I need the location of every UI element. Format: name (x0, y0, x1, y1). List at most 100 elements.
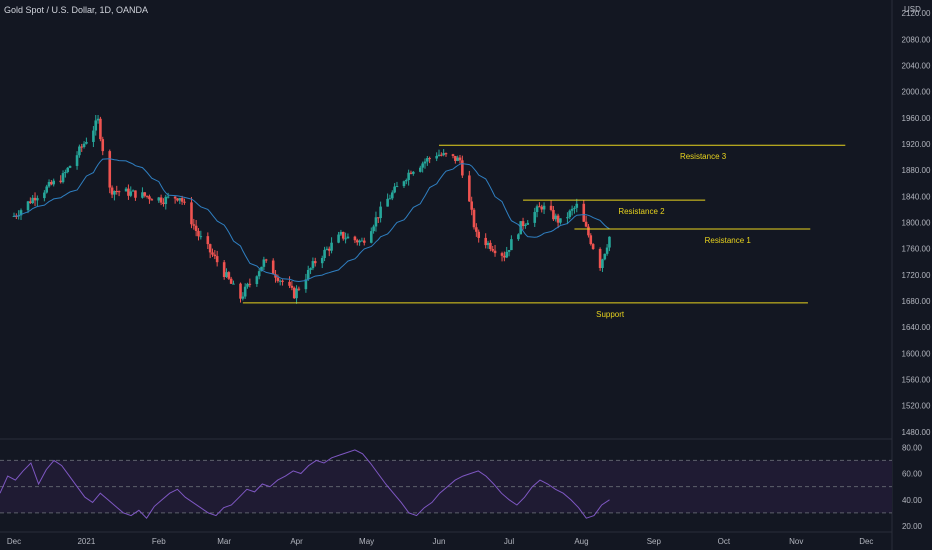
candle-body (295, 288, 298, 299)
candle-body (257, 271, 261, 277)
candle-body (229, 278, 233, 284)
candle-body (311, 261, 315, 269)
candle-body (192, 224, 196, 226)
candle-body (148, 196, 151, 200)
candle-body (157, 197, 161, 201)
moving-average-line (14, 158, 610, 283)
rsi-tick-label: 40.00 (902, 496, 923, 505)
candle-body (225, 272, 228, 277)
candle-body (376, 217, 380, 219)
candle-body (36, 198, 39, 201)
candle-body (99, 118, 102, 140)
candle-body (419, 167, 422, 172)
rsi-tick-label: 60.00 (902, 470, 923, 479)
candle-body (271, 260, 275, 275)
candle-body (141, 192, 144, 198)
candle-body (405, 180, 408, 182)
candle-body (369, 231, 373, 243)
candle-body (549, 205, 553, 210)
candle-body (178, 198, 182, 201)
candle-body (180, 198, 184, 202)
y-tick-label: 1800.00 (902, 218, 931, 227)
candle-body (475, 227, 478, 232)
candle-body (353, 236, 357, 241)
candle-body (507, 250, 511, 252)
candle-body (517, 234, 520, 240)
candle-body (110, 187, 114, 195)
candle-body (437, 154, 441, 156)
level-label: Support (596, 310, 625, 319)
candle-body (166, 196, 170, 198)
candle-body (222, 262, 226, 277)
candle-body (402, 181, 406, 187)
candle-body (278, 280, 282, 282)
candle-body (78, 146, 81, 156)
candle-body (45, 186, 49, 193)
candle-body (552, 209, 555, 220)
candle-body (510, 239, 513, 251)
candle-body (542, 205, 546, 210)
candle-body (292, 287, 296, 299)
candle-body (582, 203, 586, 222)
candle-body (288, 281, 291, 286)
candle-body (379, 206, 382, 219)
candle-body (409, 172, 413, 174)
candle-body (524, 224, 527, 227)
candle-body (526, 222, 530, 225)
candle-body (570, 208, 574, 211)
candle-body (183, 201, 186, 203)
candle-body (608, 236, 611, 248)
level-label: Resistance 2 (618, 207, 665, 216)
candle-body (423, 161, 427, 164)
candle-body (325, 248, 329, 250)
candle-body (591, 244, 595, 249)
candle-body (241, 296, 245, 299)
x-tick-label: Nov (789, 537, 803, 546)
candle-body (190, 202, 193, 225)
candle-body (164, 196, 168, 205)
candle-body (472, 209, 476, 228)
y-tick-label: 1640.00 (902, 323, 931, 332)
candle-body (341, 231, 345, 239)
y-tick-label: 2120.00 (902, 9, 931, 18)
rsi-tick-label: 20.00 (902, 522, 923, 531)
candle-body (362, 240, 366, 243)
y-tick-label: 2040.00 (902, 61, 931, 70)
candle-body (535, 206, 539, 213)
candle-body (589, 235, 593, 245)
candle-body (173, 196, 177, 199)
candle-body (313, 261, 317, 264)
candle-body (456, 157, 459, 161)
x-tick-label: Mar (217, 537, 231, 546)
chart-title: Gold Spot / U.S. Dollar, 1D, OANDA (4, 5, 149, 15)
candle-body (390, 192, 394, 199)
candle-body (260, 266, 263, 272)
candle-body (339, 231, 343, 235)
candle-body (484, 237, 487, 246)
candle-body (421, 163, 424, 168)
candle-body (320, 257, 324, 264)
candle-body (239, 283, 242, 299)
y-tick-label: 2000.00 (902, 88, 931, 97)
candle-body (486, 242, 490, 246)
y-tick-label: 1920.00 (902, 140, 931, 149)
candle-body (372, 226, 375, 232)
candle-body (82, 143, 86, 148)
rsi-tick-label: 80.00 (902, 443, 923, 452)
x-tick-label: 2021 (77, 537, 95, 546)
candle-body (556, 215, 560, 223)
candle-body (80, 146, 84, 148)
candle-body (232, 283, 235, 285)
level-label: Resistance 3 (680, 152, 727, 161)
candle-body (407, 172, 410, 181)
y-tick-label: 1960.00 (902, 114, 931, 123)
candle-body (505, 251, 509, 258)
candle-body (92, 130, 95, 142)
candle-body (248, 283, 252, 285)
candle-body (134, 190, 137, 198)
candle-body (493, 250, 497, 254)
candle-body (85, 141, 88, 144)
candle-body (386, 198, 389, 207)
candle-body (162, 202, 165, 205)
